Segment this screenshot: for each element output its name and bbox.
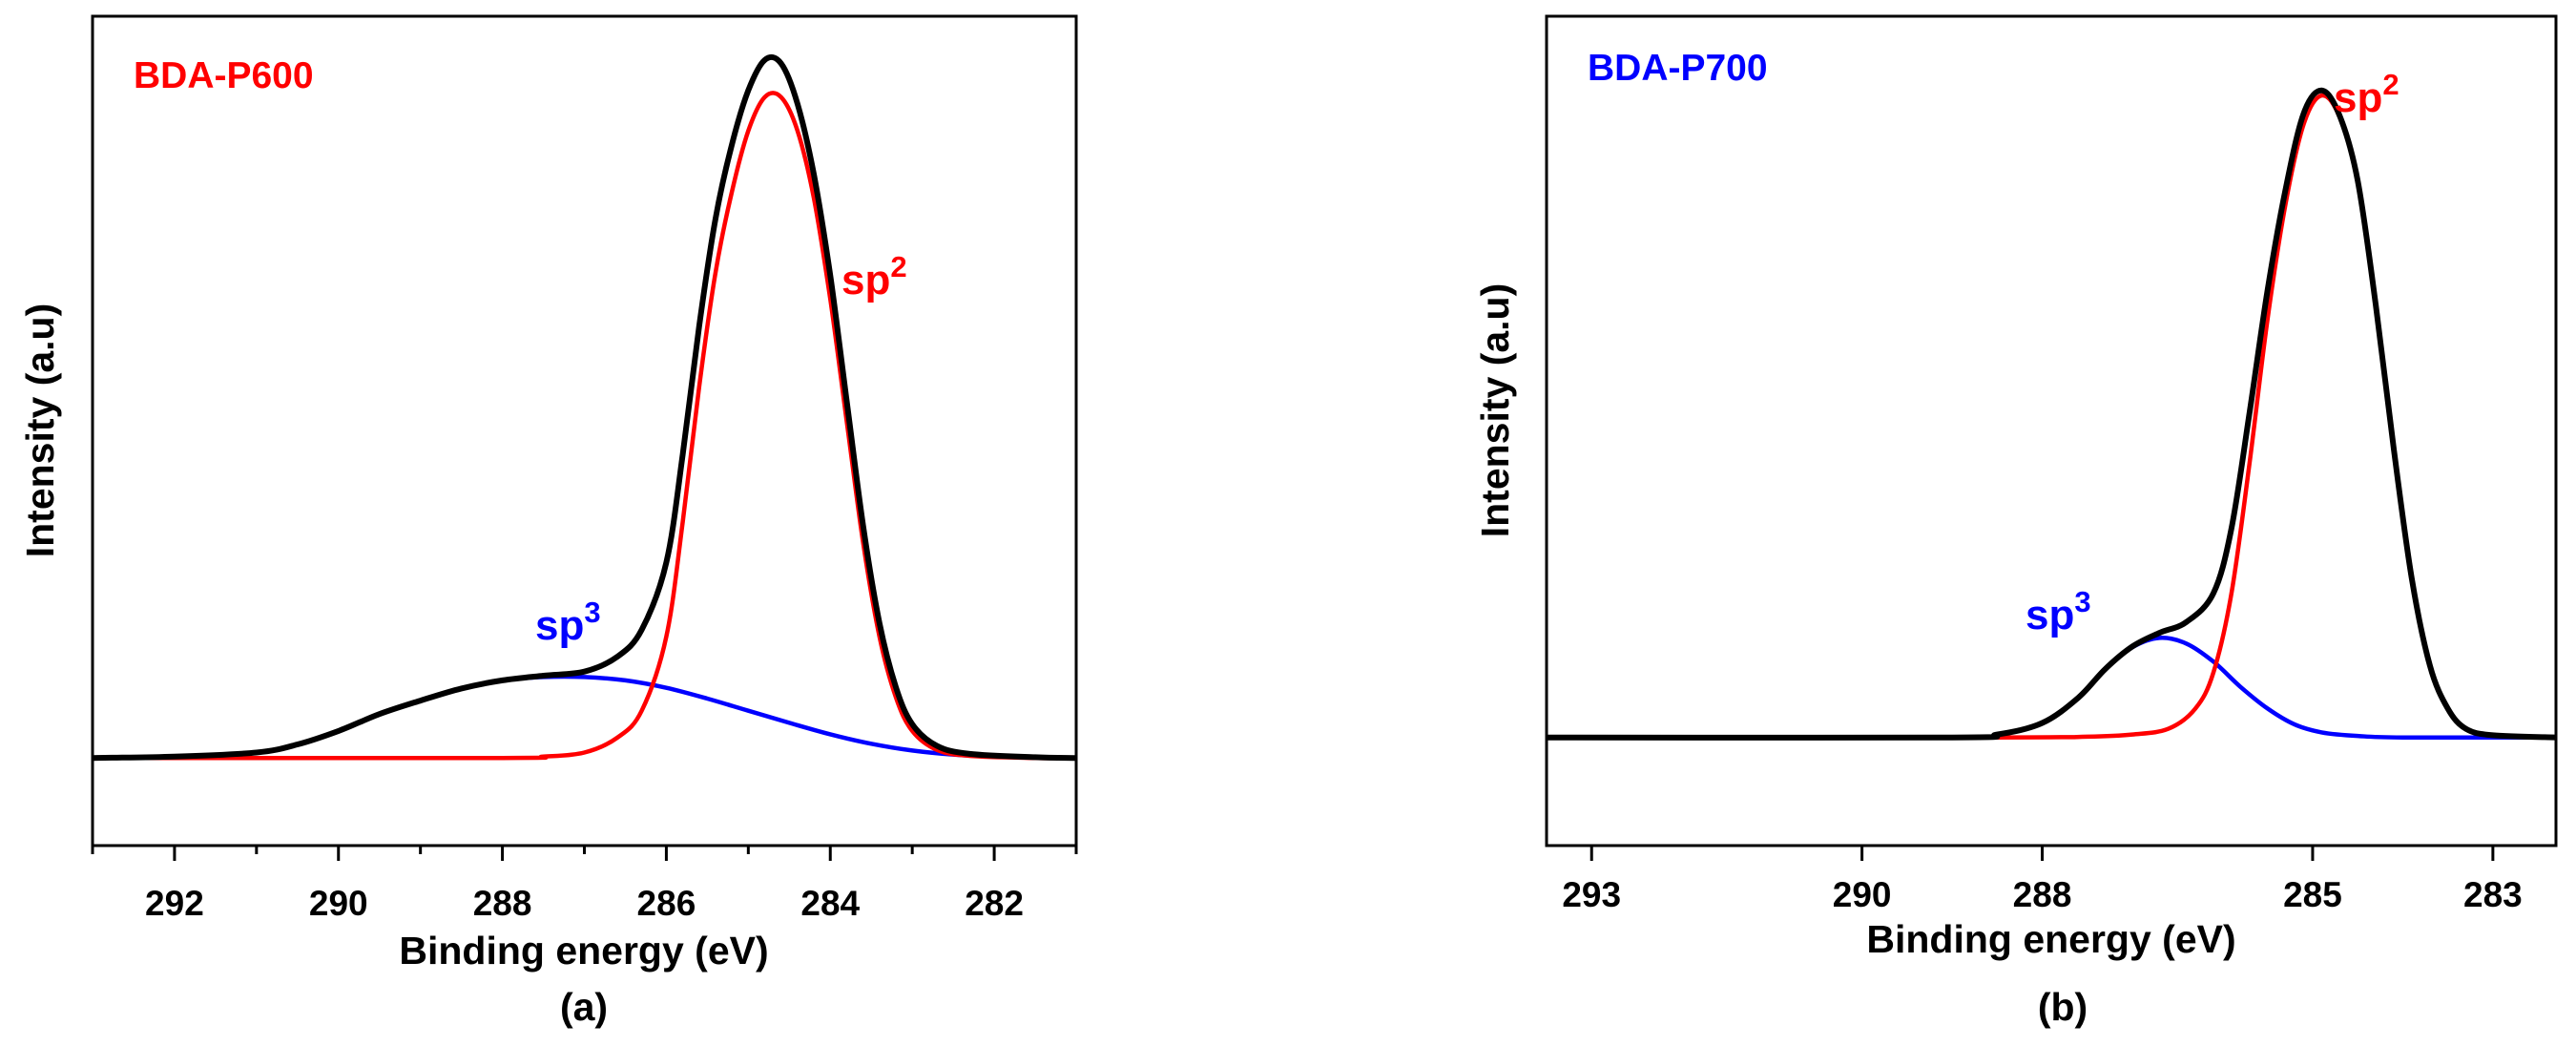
y-axis-label: Intensity (a.u) xyxy=(18,303,62,558)
y-axis-label: Intensity (a.u) xyxy=(1473,283,1517,538)
x-tick-label: 293 xyxy=(1562,875,1621,914)
tick-group: 293 290 288 285 283 xyxy=(1562,846,2523,914)
x-tick-label: 285 xyxy=(2283,875,2342,914)
x-tick-label: 290 xyxy=(309,884,368,923)
sp3-label: sp3 xyxy=(2025,585,2091,638)
x-tick-label: 288 xyxy=(2013,875,2072,914)
x-tick-label: 288 xyxy=(473,884,532,923)
series-sp2-line xyxy=(1546,93,2557,740)
sp2-label: sp2 xyxy=(841,250,907,303)
curve-group xyxy=(92,53,1077,762)
series-fit-line xyxy=(1546,87,2557,741)
x-tick-label: 286 xyxy=(637,884,696,923)
panel-a: 292 290 288 286 284 282 BDA-P600 sp2 sp3 Bind… xyxy=(18,14,1078,1029)
x-axis-label: Binding energy (eV) xyxy=(1866,917,2235,961)
sp3-label: sp3 xyxy=(535,596,601,649)
plot-frame xyxy=(1545,14,2558,847)
series-sp2-line xyxy=(92,91,1077,761)
sp2-label: sp2 xyxy=(2334,68,2399,121)
subfigure-label: (a) xyxy=(560,985,608,1029)
series-fit-line xyxy=(92,53,1077,762)
x-tick-label: 284 xyxy=(800,884,860,923)
panel-b: 293 290 288 285 283 BDA-P700 sp2 sp3 Binding… xyxy=(1473,14,2558,1029)
x-tick-label: 282 xyxy=(965,884,1024,923)
panel-title: BDA-P600 xyxy=(134,55,314,96)
tick-group: 292 290 288 286 284 282 xyxy=(91,846,1078,923)
panel-title: BDA-P700 xyxy=(1588,48,1768,89)
curve-group xyxy=(1546,87,2557,741)
plot-frame xyxy=(91,14,1078,847)
x-tick-label: 283 xyxy=(2463,875,2523,914)
subfigure-label: (b) xyxy=(2038,985,2088,1029)
series-sp3-line xyxy=(1546,636,2557,741)
x-axis-label: Binding energy (eV) xyxy=(399,929,768,973)
x-tick-label: 292 xyxy=(145,884,204,923)
x-tick-label: 290 xyxy=(1833,875,1892,914)
